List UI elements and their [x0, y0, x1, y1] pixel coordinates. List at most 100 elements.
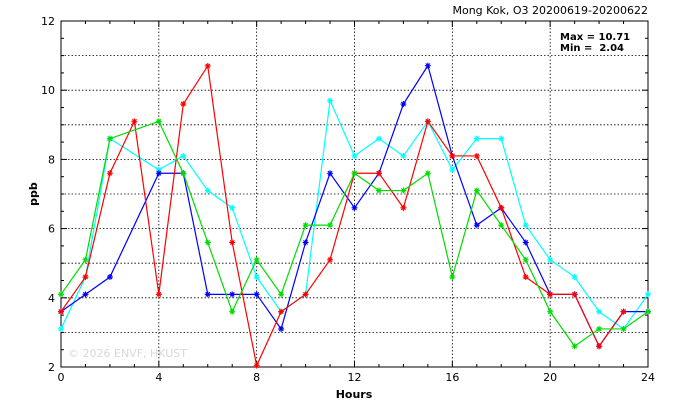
- data-point: [302, 291, 309, 298]
- data-point: [253, 274, 260, 281]
- data-point: [302, 222, 309, 229]
- data-point: [522, 239, 529, 246]
- data-point: [58, 308, 64, 315]
- data-point: [155, 118, 162, 125]
- y-axis-label: ppb: [27, 182, 40, 206]
- data-point: [278, 291, 285, 298]
- data-point: [400, 152, 407, 159]
- watermark: © 2026 ENVF, HKUST: [68, 347, 187, 360]
- data-point: [278, 308, 285, 315]
- data-point: [58, 325, 64, 332]
- data-point: [424, 62, 431, 69]
- data-point: [327, 97, 334, 104]
- data-point: [473, 152, 480, 159]
- data-point: [400, 101, 407, 108]
- data-point: [498, 222, 505, 229]
- data-point: [229, 308, 236, 315]
- data-point: [522, 222, 529, 229]
- x-tick-label: 12: [348, 371, 362, 384]
- y-tick-label: 10: [41, 84, 55, 97]
- data-point: [180, 101, 187, 108]
- data-point: [155, 291, 162, 298]
- data-point: [106, 170, 113, 177]
- x-tick-label: 0: [58, 371, 65, 384]
- data-point: [424, 170, 431, 177]
- x-tick-label: 8: [253, 371, 260, 384]
- y-tick-label: 6: [48, 223, 55, 236]
- data-point: [645, 291, 651, 298]
- data-point: [204, 187, 211, 194]
- data-point: [596, 343, 603, 350]
- data-point: [473, 135, 480, 142]
- data-point: [327, 170, 334, 177]
- data-point: [351, 170, 358, 177]
- series-3: [58, 62, 627, 369]
- data-point: [571, 343, 578, 350]
- data-point: [473, 187, 480, 194]
- series-line: [60, 98, 649, 330]
- data-point: [229, 239, 236, 246]
- data-point: [229, 204, 236, 211]
- data-point: [596, 325, 603, 332]
- series-4: [58, 118, 651, 350]
- data-point: [375, 187, 382, 194]
- data-point: [82, 274, 89, 281]
- data-point: [229, 291, 236, 298]
- x-tick-label: 16: [445, 371, 459, 384]
- y-tick-label: 2: [48, 361, 55, 374]
- data-point: [278, 325, 285, 332]
- data-point: [204, 239, 211, 246]
- x-axis-label: Hours: [336, 388, 373, 401]
- data-point: [400, 204, 407, 211]
- data-point: [620, 308, 627, 315]
- x-tick-label: 24: [641, 371, 655, 384]
- data-point: [155, 166, 162, 173]
- data-point: [82, 256, 89, 263]
- data-point: [547, 308, 554, 315]
- y-tick-label: 4: [48, 292, 55, 305]
- x-tick-label: 20: [543, 371, 557, 384]
- data-point: [351, 204, 358, 211]
- data-point: [571, 274, 578, 281]
- data-point: [571, 291, 578, 298]
- data-point: [522, 256, 529, 263]
- data-point: [180, 152, 187, 159]
- data-point: [180, 170, 187, 177]
- data-point: [498, 204, 505, 211]
- data-point: [58, 291, 64, 298]
- series-1: [58, 97, 651, 332]
- series-line: [60, 120, 649, 348]
- y-tick-label: 12: [41, 15, 55, 28]
- y-tick-label: 8: [48, 153, 55, 166]
- data-point: [375, 135, 382, 142]
- data-point: [449, 152, 456, 159]
- data-point: [620, 325, 627, 332]
- data-point: [498, 135, 505, 142]
- data-point: [351, 152, 358, 159]
- data-point: [327, 222, 334, 229]
- min-label: Min = 2.04: [560, 43, 624, 54]
- data-point: [106, 274, 113, 281]
- data-point: [522, 274, 529, 281]
- data-point: [596, 308, 603, 315]
- data-point: [327, 256, 334, 263]
- data-point: [547, 291, 554, 298]
- series-line: [60, 64, 625, 368]
- data-point: [253, 362, 260, 369]
- data-point: [155, 170, 162, 177]
- data-point: [204, 291, 211, 298]
- data-point: [131, 118, 138, 125]
- data-point: [82, 291, 89, 298]
- max-label: Max = 10.71: [560, 32, 630, 43]
- data-point: [106, 135, 113, 142]
- data-point: [375, 170, 382, 177]
- data-point: [645, 308, 651, 315]
- data-point: [253, 256, 260, 263]
- data-point: [302, 239, 309, 246]
- data-point: [449, 274, 456, 281]
- data-point: [473, 222, 480, 229]
- data-point: [449, 166, 456, 173]
- data-point: [547, 256, 554, 263]
- data-point: [400, 187, 407, 194]
